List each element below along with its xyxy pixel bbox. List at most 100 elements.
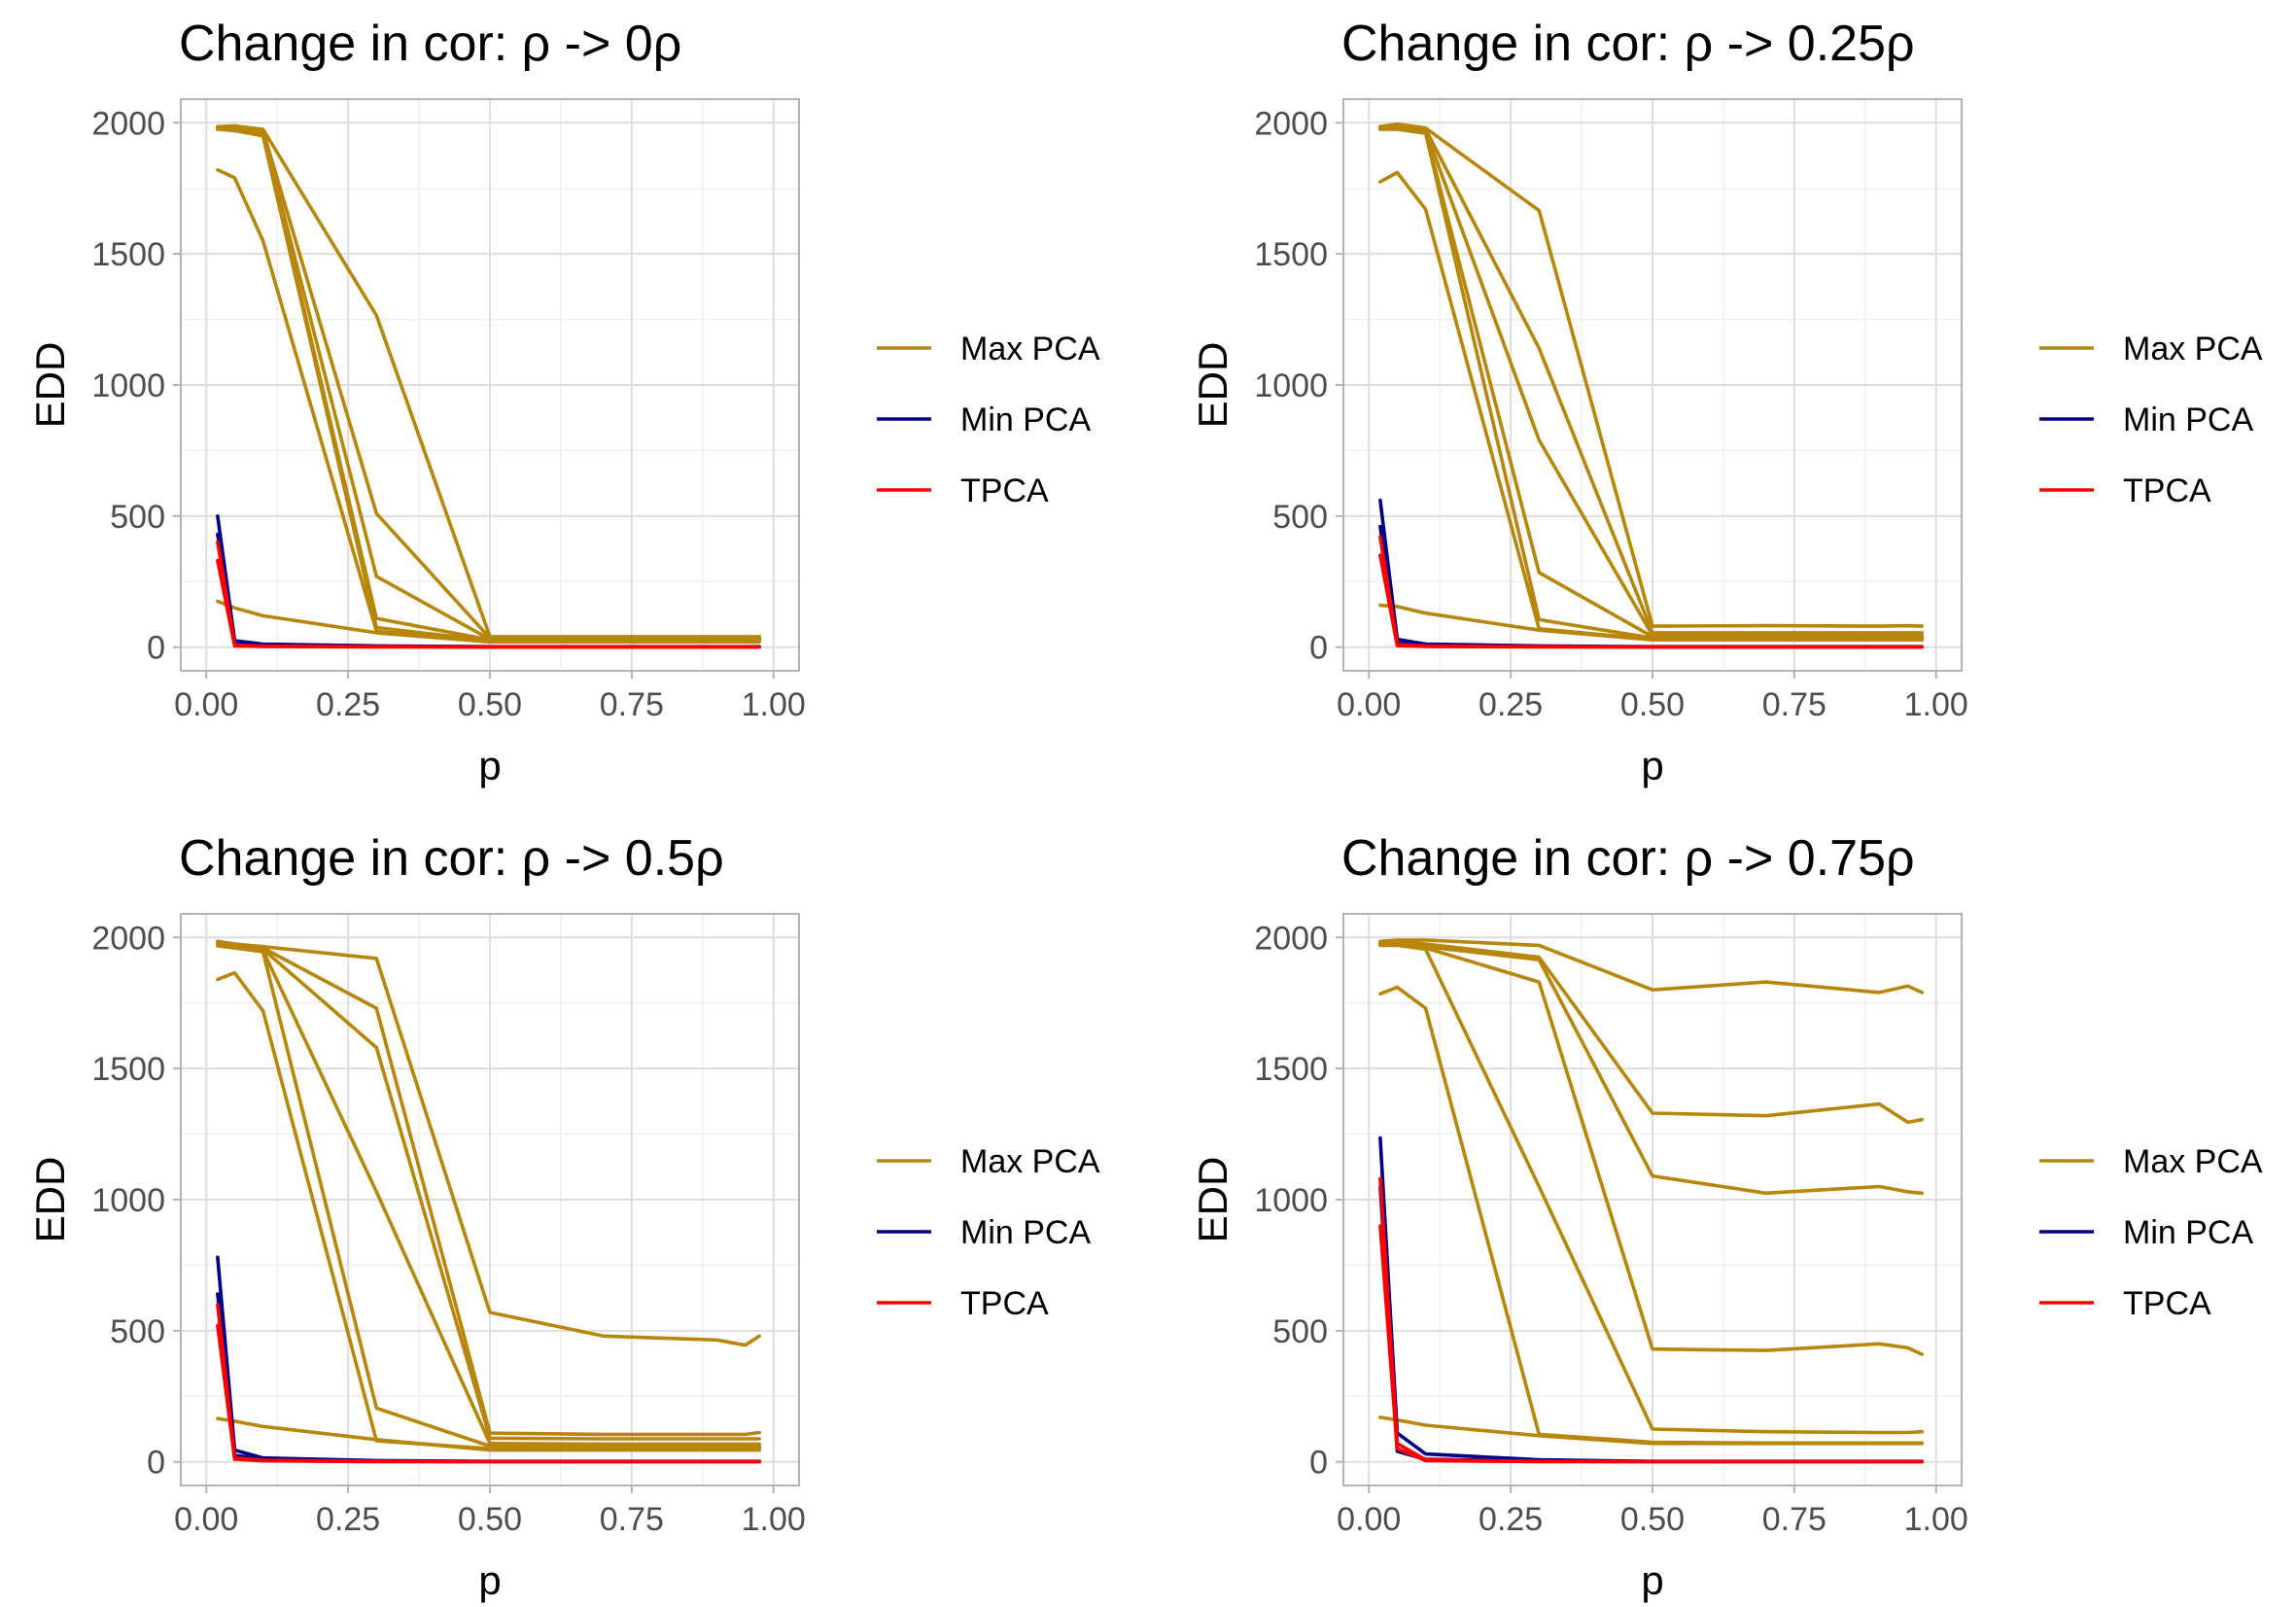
x-tick-label: 0.00 bbox=[1337, 686, 1401, 723]
x-tick-label: 1.00 bbox=[742, 686, 806, 723]
series-line-min-8 bbox=[1378, 1135, 1924, 1463]
series-line-max-7 bbox=[1378, 1415, 1924, 1446]
panel-border bbox=[1342, 98, 1963, 672]
legend-label-min: Min PCA bbox=[960, 402, 1091, 438]
series-line-tpca-11 bbox=[216, 558, 762, 649]
y-axis-title: EDD bbox=[27, 1157, 73, 1243]
series-line-max-2 bbox=[216, 940, 762, 1437]
series-line-max-1 bbox=[1378, 938, 1924, 995]
series-line-max-6 bbox=[1378, 985, 1924, 1446]
legend-label-tpca: TPCA bbox=[2123, 1285, 2211, 1322]
legend-label-min: Min PCA bbox=[2123, 1214, 2253, 1251]
series-line-max-4 bbox=[1378, 125, 1924, 639]
y-tick-label: 1000 bbox=[1254, 1182, 1328, 1219]
x-tick-label: 0.25 bbox=[316, 1501, 380, 1538]
series-line-max-6 bbox=[1378, 170, 1924, 642]
x-tick-label: 1.00 bbox=[742, 1501, 806, 1538]
legend-label-max: Max PCA bbox=[2123, 1143, 2263, 1180]
legend-label-min: Min PCA bbox=[2123, 402, 2253, 438]
legend-label-min: Min PCA bbox=[960, 1214, 1091, 1251]
series-line-max-2 bbox=[1378, 939, 1924, 1125]
series-line-tpca-11 bbox=[1378, 553, 1924, 649]
series-line-tpca-10 bbox=[1378, 1176, 1924, 1464]
series-line-tpca-11 bbox=[1378, 1224, 1924, 1464]
y-tick-label: 2000 bbox=[91, 105, 165, 142]
y-axis-title: EDD bbox=[27, 342, 73, 429]
y-tick-label: 0 bbox=[147, 1445, 165, 1482]
y-tick-label: 2000 bbox=[1254, 920, 1328, 957]
chart-title: Change in cor: ρ -> 0.75ρ bbox=[1341, 830, 1915, 887]
y-tick-label: 500 bbox=[1272, 499, 1328, 536]
series-line-max-7 bbox=[216, 1416, 762, 1452]
x-tick-label: 0.25 bbox=[1478, 686, 1543, 723]
x-tick-label: 0.50 bbox=[458, 686, 522, 723]
y-tick-label: 1000 bbox=[1254, 367, 1328, 404]
y-tick-label: 1500 bbox=[91, 236, 165, 273]
x-axis-title: p bbox=[478, 1557, 501, 1603]
panel-border bbox=[180, 98, 800, 672]
y-tick-label: 2000 bbox=[91, 920, 165, 957]
x-tick-label: 0.00 bbox=[1337, 1501, 1401, 1538]
series-line-max-4 bbox=[216, 942, 762, 1447]
series-line-max-2 bbox=[1378, 123, 1924, 635]
series-line-max-6 bbox=[216, 168, 762, 644]
series-line-max-5 bbox=[1378, 127, 1924, 641]
series-line-min-9 bbox=[1378, 1184, 1924, 1464]
chart-panel-2: 0.00 0.25 0.50 0.75 1.00 0 500 1000 1500 2000 Chan… bbox=[1190, 16, 2263, 788]
legend-label-max: Max PCA bbox=[2123, 331, 2263, 367]
series-line-max-7 bbox=[216, 599, 762, 645]
panel-border bbox=[180, 913, 800, 1486]
x-axis-title: p bbox=[1641, 743, 1663, 788]
x-axis-title: p bbox=[1641, 1557, 1663, 1603]
x-tick-label: 0.50 bbox=[1620, 1501, 1685, 1538]
series-line-max-5 bbox=[1378, 943, 1924, 1435]
y-tick-label: 0 bbox=[1309, 1445, 1328, 1482]
x-tick-label: 0.25 bbox=[1478, 1501, 1543, 1538]
legend-label-tpca: TPCA bbox=[960, 472, 1049, 509]
series-line-max-3 bbox=[216, 942, 762, 1441]
y-tick-label: 500 bbox=[110, 499, 165, 536]
y-tick-label: 0 bbox=[1309, 630, 1328, 667]
y-tick-label: 1000 bbox=[91, 1182, 165, 1219]
series-line-max-5 bbox=[216, 944, 762, 1449]
x-tick-label: 0.75 bbox=[1762, 1501, 1826, 1538]
x-tick-label: 0.25 bbox=[316, 686, 380, 723]
x-axis-title: p bbox=[478, 743, 501, 788]
y-tick-label: 1500 bbox=[1254, 236, 1328, 273]
series-line-max-2 bbox=[216, 124, 762, 641]
y-tick-label: 1500 bbox=[91, 1051, 165, 1088]
y-axis-title: EDD bbox=[1190, 342, 1235, 429]
y-tick-label: 0 bbox=[147, 630, 165, 667]
series-line-max-6 bbox=[216, 970, 762, 1450]
y-tick-label: 500 bbox=[110, 1313, 165, 1350]
chart-panel-3: 0.00 0.25 0.50 0.75 1.00 0 500 1000 1500 2000 Chan… bbox=[27, 830, 1100, 1603]
panel-border bbox=[1342, 913, 1963, 1486]
y-axis-title: EDD bbox=[1190, 1157, 1235, 1243]
x-tick-label: 0.75 bbox=[1762, 686, 1826, 723]
legend-label-tpca: TPCA bbox=[960, 1285, 1049, 1322]
y-tick-label: 2000 bbox=[1254, 105, 1328, 142]
x-tick-label: 0.75 bbox=[600, 686, 664, 723]
legend-label-max: Max PCA bbox=[960, 1143, 1100, 1180]
x-tick-label: 0.00 bbox=[174, 1501, 238, 1538]
y-tick-label: 500 bbox=[1272, 1313, 1328, 1350]
chart-panel-4: 0.00 0.25 0.50 0.75 1.00 0 500 1000 1500 2000 Chan… bbox=[1190, 830, 2263, 1603]
chart-title: Change in cor: ρ -> 0.5ρ bbox=[179, 830, 724, 887]
series-line-max-3 bbox=[1378, 124, 1924, 638]
series-line-max-1 bbox=[216, 123, 762, 639]
chart-panel-1: 0.00 0.25 0.50 0.75 1.00 0 500 1000 1500 2000 Chan… bbox=[27, 16, 1100, 788]
x-tick-label: 1.00 bbox=[1904, 1501, 1968, 1538]
chart-title: Change in cor: ρ -> 0.25ρ bbox=[1341, 16, 1915, 72]
series-line-tpca-11 bbox=[216, 1323, 762, 1464]
x-tick-label: 0.00 bbox=[174, 686, 238, 723]
x-tick-label: 1.00 bbox=[1904, 686, 1968, 723]
y-tick-label: 1500 bbox=[1254, 1051, 1328, 1088]
x-tick-label: 0.75 bbox=[600, 1501, 664, 1538]
y-tick-label: 1000 bbox=[91, 367, 165, 404]
x-tick-label: 0.50 bbox=[458, 1501, 522, 1538]
x-tick-label: 0.50 bbox=[1620, 686, 1685, 723]
chart-title: Change in cor: ρ -> 0ρ bbox=[179, 16, 681, 72]
series-line-max-7 bbox=[1378, 603, 1924, 643]
legend-label-tpca: TPCA bbox=[2123, 472, 2211, 509]
